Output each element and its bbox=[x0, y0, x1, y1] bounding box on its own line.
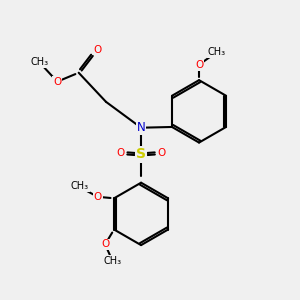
Text: S: S bbox=[136, 148, 146, 161]
Text: O: O bbox=[94, 44, 102, 55]
Text: O: O bbox=[117, 148, 125, 158]
Text: CH₃: CH₃ bbox=[208, 47, 226, 57]
Text: CH₃: CH₃ bbox=[71, 182, 89, 191]
Text: O: O bbox=[53, 76, 61, 87]
Text: O: O bbox=[157, 148, 165, 158]
Text: N: N bbox=[137, 121, 146, 134]
Text: O: O bbox=[101, 239, 109, 249]
Text: CH₃: CH₃ bbox=[103, 256, 122, 266]
Text: CH₃: CH₃ bbox=[30, 57, 49, 67]
Text: O: O bbox=[195, 60, 203, 70]
Text: O: O bbox=[94, 192, 102, 202]
